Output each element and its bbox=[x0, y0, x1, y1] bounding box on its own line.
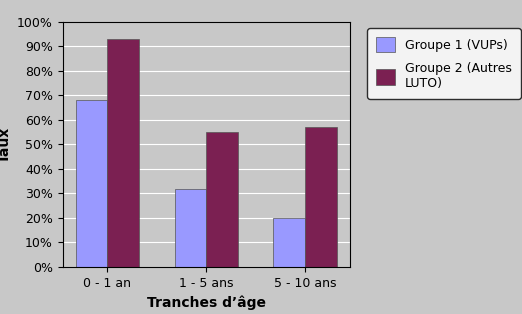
Bar bbox=[76, 100, 108, 267]
Legend: Groupe 1 (VUPs), Groupe 2 (Autres
LUTO): Groupe 1 (VUPs), Groupe 2 (Autres LUTO) bbox=[367, 28, 520, 99]
X-axis label: Tranches d’âge: Tranches d’âge bbox=[147, 295, 266, 310]
Bar bbox=[108, 39, 139, 267]
Y-axis label: Taux: Taux bbox=[0, 126, 11, 163]
Bar bbox=[305, 127, 337, 267]
Bar bbox=[274, 218, 305, 267]
Bar bbox=[206, 132, 238, 267]
Bar bbox=[174, 188, 206, 267]
